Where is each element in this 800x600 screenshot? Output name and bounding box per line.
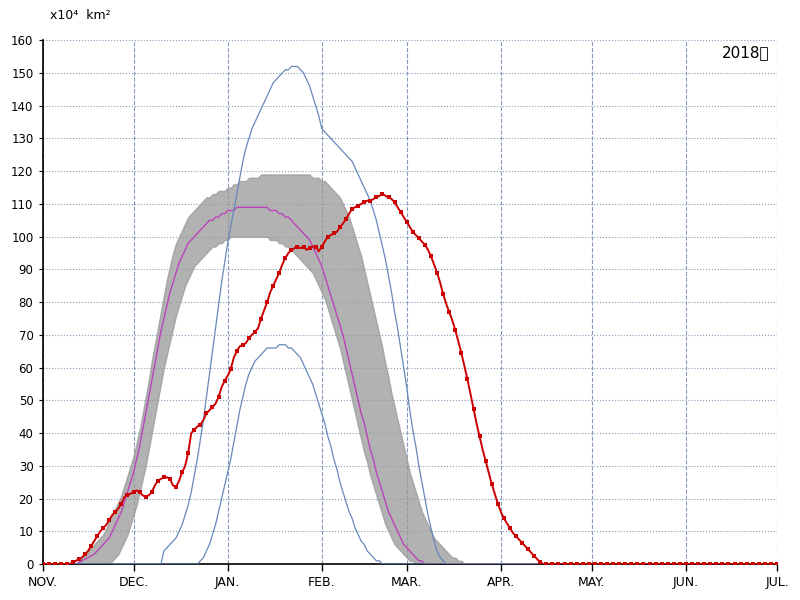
Text: 2018年: 2018年 [722, 46, 770, 61]
Text: x10⁴  km²: x10⁴ km² [50, 9, 110, 22]
